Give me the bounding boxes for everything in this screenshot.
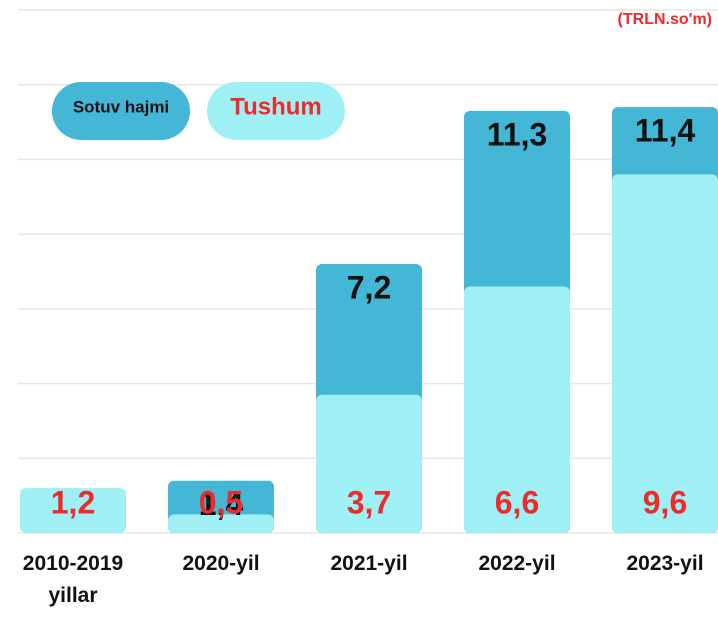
legend-label: Tushum	[230, 93, 322, 120]
data-label: 9,6	[643, 484, 687, 520]
data-label: 1,2	[51, 484, 95, 520]
data-label: 11,3	[487, 116, 548, 152]
bar	[168, 514, 274, 533]
data-label: 6,6	[495, 484, 539, 520]
x-tick-label: 2021-yil	[330, 552, 408, 575]
data-label: 11,4	[635, 113, 696, 149]
x-tick-label: 2010-2019 yillar	[22, 552, 124, 607]
x-tick-label: 2023-yil	[626, 552, 704, 575]
bar	[464, 286, 570, 533]
x-tick-label: 2020-yil	[182, 552, 260, 575]
data-label: 0,5	[199, 484, 243, 520]
data-label: 7,2	[347, 269, 391, 305]
legend-swatch	[52, 82, 190, 140]
legend-label: Sotuv hajmi	[73, 97, 169, 116]
x-tick-label: 2022-yil	[478, 552, 556, 575]
bar	[316, 394, 422, 533]
legend-swatch	[207, 82, 345, 140]
unit-label: (TRLN.so'm)	[618, 11, 712, 28]
bar	[612, 174, 718, 533]
data-label: 3,7	[347, 484, 391, 520]
data-label: 1,4	[199, 486, 244, 522]
bar	[20, 488, 126, 533]
